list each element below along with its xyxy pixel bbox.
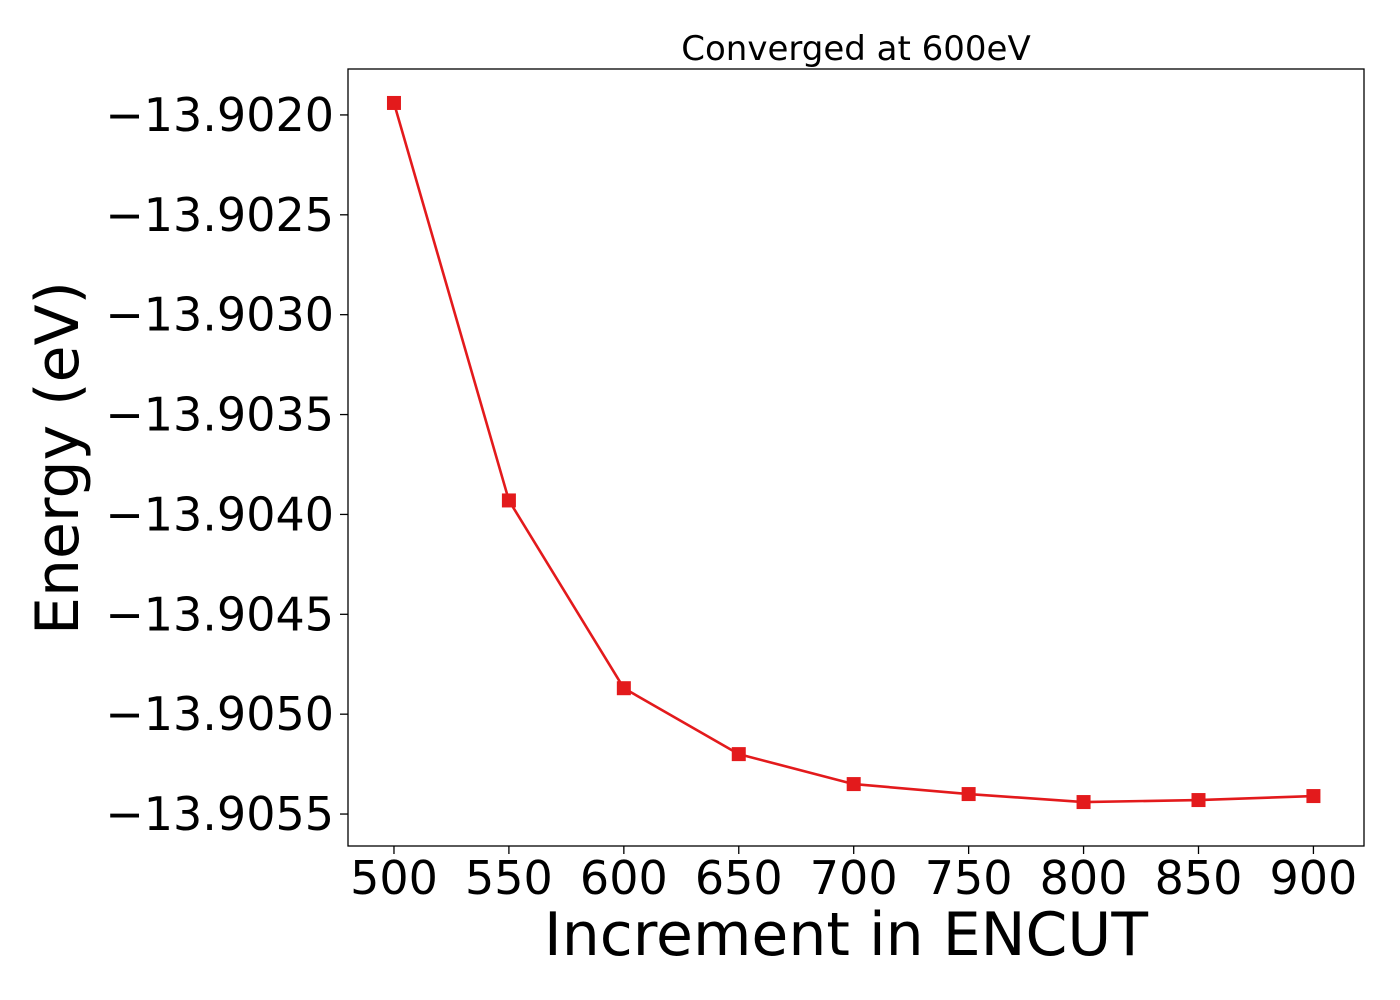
x-tick-label: 750 — [925, 851, 1013, 905]
x-tick-label: 700 — [810, 851, 898, 905]
y-tick-label: −13.9035 — [105, 388, 334, 442]
y-tick-label: −13.9040 — [105, 487, 334, 541]
y-axis-ticks: −13.9020 −13.9025 −13.9030 −13.9035 −13.9040… — [105, 88, 348, 841]
chart-title: Converged at 600eV — [681, 29, 1030, 69]
data-point-marker — [386, 95, 401, 110]
y-tick-label: −13.9050 — [105, 687, 334, 741]
y-tick-label: −13.9025 — [105, 188, 334, 242]
data-point-marker — [616, 681, 631, 696]
plot-frame — [347, 68, 1365, 847]
x-tick-label: 650 — [695, 851, 783, 905]
x-axis-label: Increment in ENCUT — [544, 900, 1148, 970]
y-axis-label: Energy (eV) — [23, 281, 93, 635]
x-tick-label: 600 — [580, 851, 668, 905]
y-tick-label: −13.9030 — [105, 288, 334, 342]
data-point-marker — [1306, 789, 1321, 804]
x-tick-label: 550 — [465, 851, 553, 905]
y-tick-label: −13.9055 — [105, 787, 334, 841]
data-point-marker — [1076, 795, 1091, 810]
data-point-marker — [731, 747, 746, 762]
x-tick-label: 900 — [1270, 851, 1358, 905]
x-tick-label: 850 — [1155, 851, 1243, 905]
data-point-marker — [846, 777, 861, 792]
data-point-marker — [1191, 793, 1206, 808]
data-point-marker — [961, 787, 976, 802]
y-tick-label: −13.9045 — [105, 587, 334, 641]
y-tick-label: −13.9020 — [105, 88, 334, 142]
x-axis-ticks: 500 550 600 650 700 750 800 850 900 — [350, 846, 1357, 905]
data-point-marker — [501, 493, 516, 508]
x-tick-label: 500 — [350, 851, 438, 905]
x-tick-label: 800 — [1040, 851, 1128, 905]
plot-area — [347, 68, 1365, 847]
